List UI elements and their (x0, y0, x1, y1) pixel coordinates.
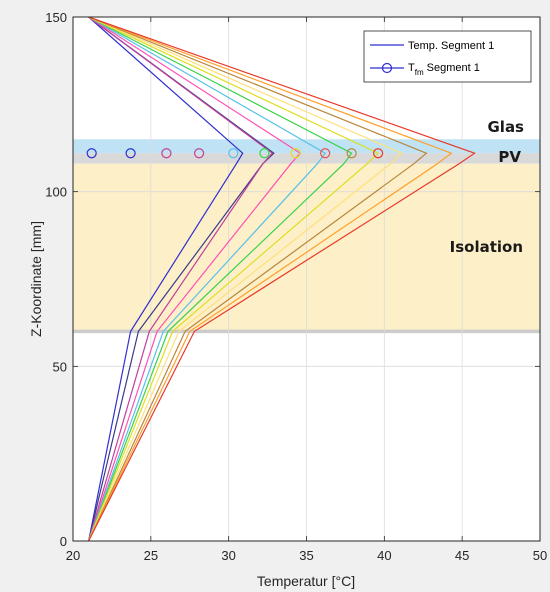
legend-entry-temp: Temp. Segment 1 (408, 40, 494, 52)
tfm-marker-2 (125, 148, 136, 159)
legend-marker-tfm (381, 62, 393, 74)
x-tick-label: 30 (221, 548, 235, 563)
legend-box (363, 30, 532, 83)
x-tick-label: 35 (299, 548, 313, 563)
x-tick-label: 45 (455, 548, 469, 563)
series-line-11 (88, 16, 476, 542)
region-label-pv: PV (498, 148, 521, 166)
series-lines (88, 16, 476, 542)
region-label-glas: Glas (487, 118, 524, 136)
tfm-marker-10 (373, 148, 384, 159)
series-line-10 (88, 16, 453, 542)
series-line-6 (88, 16, 353, 542)
y-tick-label: 150 (45, 10, 67, 25)
x-tick-label: 50 (533, 548, 547, 563)
region-label-isolation: Isolation (450, 238, 523, 256)
series-line-5 (88, 16, 327, 542)
series-line-8 (88, 16, 403, 542)
series-line-1 (88, 16, 244, 542)
series-line-4 (88, 16, 302, 542)
x-tick-label: 20 (66, 548, 80, 563)
tfm-marker-8 (320, 148, 331, 159)
x-tick-label: 25 (144, 548, 158, 563)
legend-tfm-rest: Segment 1 (424, 62, 480, 74)
y-tick-label: 0 (60, 534, 67, 549)
legend-tfm-main: T (408, 62, 415, 74)
x-tick-label: 40 (377, 548, 391, 563)
tfm-marker-7 (290, 148, 301, 159)
y-axis-label: Z-Koordinate [mm] (28, 221, 44, 337)
tfm-marker-4 (193, 148, 205, 159)
tfm-marker-3 (161, 148, 172, 159)
tfm-marker-5 (228, 148, 239, 159)
x-axis-ticks: 20 25 30 35 40 45 50 (66, 17, 547, 563)
tfm-marker-1 (86, 148, 97, 159)
tfm-marker-9 (346, 148, 357, 159)
tfm-marker-6 (259, 148, 270, 159)
series-line-7 (88, 16, 380, 542)
legend-tfm-subscript: fm (415, 68, 424, 77)
y-axis-ticks: 0 50 100 150 (45, 10, 540, 549)
y-tick-label: 50 (53, 359, 67, 374)
tfm-markers (86, 148, 384, 159)
y-tick-label: 100 (45, 185, 67, 200)
x-axis-label: Temperatur [°C] (257, 573, 355, 589)
legend[interactable]: Temp. Segment 1 Tfm Segment 1 (363, 30, 532, 83)
series-line-3 (88, 16, 274, 542)
series-line-9 (88, 16, 428, 542)
legend-entry-tfm: Tfm Segment 1 (408, 62, 480, 77)
